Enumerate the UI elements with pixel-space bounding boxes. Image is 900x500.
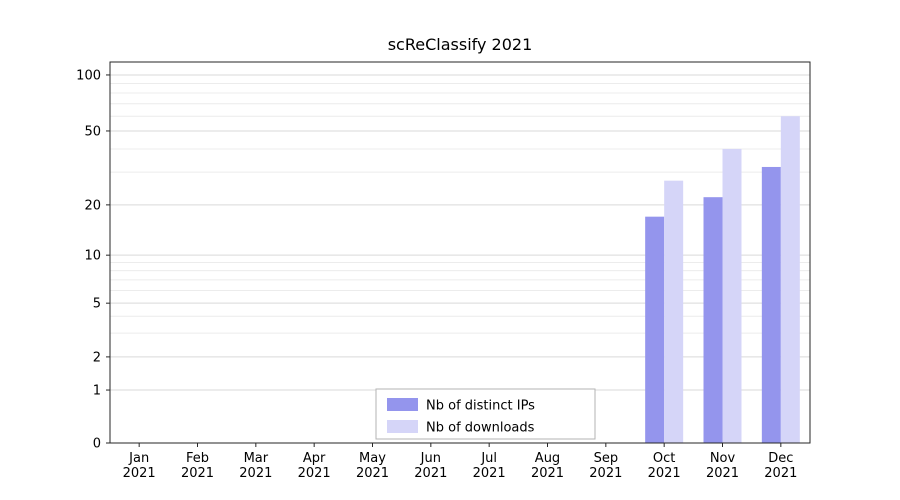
x-tick-label-year: 2021 bbox=[706, 466, 739, 481]
plot-frame bbox=[109, 61, 811, 444]
y-tick-label: 0 bbox=[93, 437, 101, 452]
x-tick-label-year: 2021 bbox=[123, 466, 156, 481]
x-tick-label-month: Mar bbox=[244, 451, 269, 466]
y-tick-label: 5 bbox=[93, 297, 101, 312]
bar-oct-downloads bbox=[664, 180, 684, 443]
x-tick-label-month: Nov bbox=[710, 451, 736, 466]
x-tick-label-month: Jul bbox=[480, 451, 497, 466]
legend-label-1: Nb of downloads bbox=[426, 421, 535, 436]
y-tick-label: 2 bbox=[93, 350, 101, 365]
x-tick-label-year: 2021 bbox=[531, 466, 564, 481]
legend-swatch-0 bbox=[387, 398, 418, 411]
y-tick-label: 1 bbox=[93, 384, 101, 399]
x-tick-label-year: 2021 bbox=[181, 466, 214, 481]
bar-nov-distinct-ips bbox=[703, 197, 723, 443]
x-tick-label-month: Apr bbox=[303, 451, 326, 466]
x-tick-label-year: 2021 bbox=[356, 466, 389, 481]
y-tick-label: 100 bbox=[76, 68, 101, 83]
x-tick-label-month: Jan bbox=[128, 451, 149, 466]
x-tick-label-month: Dec bbox=[768, 451, 793, 466]
x-tick-label-month: Aug bbox=[535, 451, 560, 466]
x-tick-label-year: 2021 bbox=[648, 466, 681, 481]
bar-nov-downloads bbox=[722, 148, 742, 443]
y-tick-label: 50 bbox=[84, 124, 101, 139]
x-tick-label-month: Jun bbox=[420, 451, 441, 466]
x-tick-label-year: 2021 bbox=[764, 466, 797, 481]
x-tick-label-month: Feb bbox=[186, 451, 209, 466]
bar-dec-distinct-ips bbox=[761, 166, 781, 444]
legend-label-0: Nb of distinct IPs bbox=[426, 399, 535, 414]
legend-swatch-1 bbox=[387, 420, 418, 433]
x-tick-label-year: 2021 bbox=[414, 466, 447, 481]
x-tick-label-year: 2021 bbox=[589, 466, 622, 481]
x-tick-label-year: 2021 bbox=[298, 466, 331, 481]
y-tick-label: 20 bbox=[84, 198, 101, 213]
x-tick-label-month: May bbox=[359, 451, 386, 466]
x-tick-label-month: Sep bbox=[594, 451, 619, 466]
y-tick-label: 10 bbox=[84, 249, 101, 264]
x-tick-label-month: Oct bbox=[653, 451, 675, 466]
chart-title: scReClassify 2021 bbox=[387, 35, 533, 54]
x-tick-label-year: 2021 bbox=[473, 466, 506, 481]
bar-oct-distinct-ips bbox=[645, 216, 665, 443]
bar-dec-downloads bbox=[780, 116, 800, 443]
x-tick-label-year: 2021 bbox=[239, 466, 272, 481]
